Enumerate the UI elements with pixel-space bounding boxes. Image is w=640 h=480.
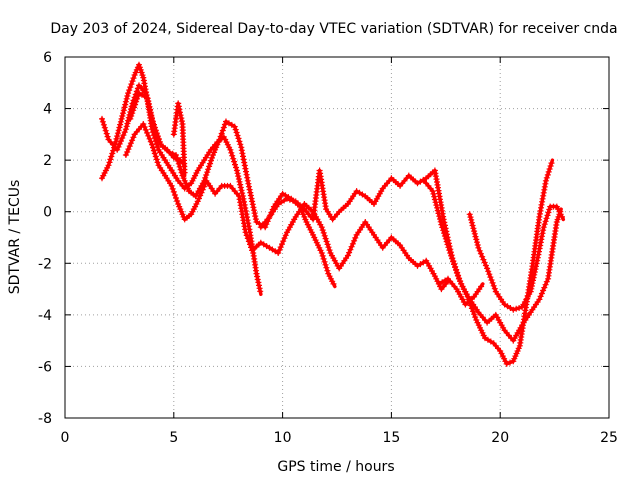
data-series (99, 61, 566, 367)
grid (65, 57, 609, 418)
x-tick-label: 5 (169, 430, 178, 446)
x-axis-ticks: 0 5 10 15 20 25 (61, 57, 618, 446)
x-tick-label: 0 (61, 430, 70, 446)
series-line (124, 122, 450, 291)
y-axis-label: SDTVAR / TECUs (7, 180, 23, 295)
series-markers (466, 203, 565, 313)
x-tick-label: 25 (600, 430, 618, 446)
x-tick-label: 15 (382, 430, 400, 446)
chart-title: Day 203 of 2024, Sidereal Day-to-day VTE… (50, 21, 617, 37)
y-tick-label: 0 (43, 205, 52, 221)
y-tick-label: -6 (38, 359, 52, 375)
series-8 (466, 203, 566, 313)
series-markers (436, 275, 485, 308)
plot-frame (64, 56, 610, 419)
y-tick-label: -8 (38, 411, 52, 427)
series-markers (122, 121, 449, 293)
series-markers (127, 90, 186, 166)
y-tick-label: 2 (43, 153, 52, 169)
series-4 (127, 90, 187, 168)
y-tick-label: -4 (38, 308, 52, 324)
x-tick-label: 10 (274, 430, 292, 446)
y-tick-label: -2 (38, 256, 52, 272)
series-markers (257, 167, 564, 344)
series-9 (436, 275, 485, 308)
x-tick-label: 20 (491, 430, 509, 446)
x-axis-label: GPS time / hours (277, 459, 394, 475)
series-3 (122, 121, 450, 293)
y-tick-label: 4 (43, 102, 52, 118)
series-line (100, 83, 337, 289)
series-markers (170, 100, 188, 176)
series-6 (257, 167, 564, 344)
y-tick-label: 6 (43, 50, 52, 66)
y-axis-ticks: -8 -6 -4 -2 0 2 4 6 (38, 50, 609, 427)
series-5 (170, 100, 188, 178)
